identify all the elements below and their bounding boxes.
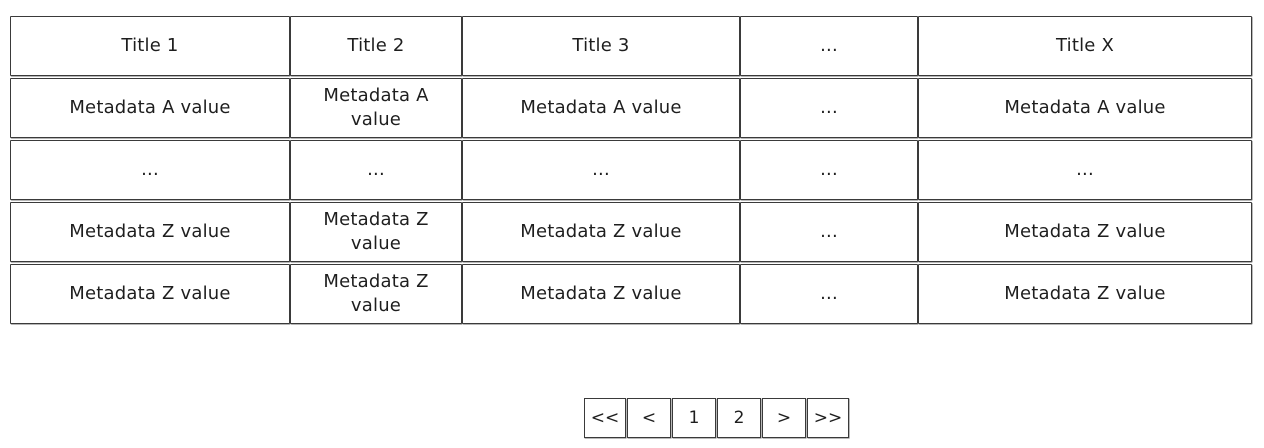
- table-cell: Metadata A value: [462, 78, 740, 138]
- table-cell: Metadata Z value: [462, 264, 740, 324]
- column-header[interactable]: Title 3: [462, 16, 740, 76]
- table-cell: Metadata Z value: [10, 202, 290, 262]
- table-cell: Metadata Z value: [10, 264, 290, 324]
- table-cell: Metadata Z value: [290, 264, 462, 324]
- previous-page-button[interactable]: <: [627, 398, 671, 438]
- table-row: Metadata Z value Metadata Z value Metada…: [10, 202, 1252, 264]
- first-page-button[interactable]: <<: [584, 398, 626, 438]
- table-cell: Metadata A value: [10, 78, 290, 138]
- table-cell: ...: [918, 140, 1252, 200]
- table-cell: Metadata Z value: [918, 202, 1252, 262]
- table-cell: Metadata Z value: [462, 202, 740, 262]
- table-cell: Metadata Z value: [290, 202, 462, 262]
- table-cell: ...: [740, 78, 918, 138]
- table-cell: ...: [290, 140, 462, 200]
- table-row: ... ... ... ... ...: [10, 140, 1252, 202]
- table-cell: ...: [462, 140, 740, 200]
- table-cell: Metadata A value: [290, 78, 462, 138]
- page-2-button[interactable]: 2: [717, 398, 761, 438]
- table-cell: ...: [10, 140, 290, 200]
- next-page-button[interactable]: >: [762, 398, 806, 438]
- table-cell: ...: [740, 264, 918, 324]
- table-row: Metadata Z value Metadata Z value Metada…: [10, 264, 1252, 326]
- page-1-button[interactable]: 1: [672, 398, 716, 438]
- last-page-button[interactable]: >>: [807, 398, 849, 438]
- table-cell: Metadata A value: [918, 78, 1252, 138]
- table-header-row: Title 1 Title 2 Title 3 ... Title X: [10, 16, 1252, 78]
- column-header[interactable]: Title X: [918, 16, 1252, 76]
- table-cell: ...: [740, 140, 918, 200]
- table-cell: ...: [740, 202, 918, 262]
- column-header[interactable]: Title 1: [10, 16, 290, 76]
- data-table: Title 1 Title 2 Title 3 ... Title X Meta…: [10, 16, 1252, 328]
- column-header[interactable]: ...: [740, 16, 918, 76]
- table-row: Metadata A value Metadata A value Metada…: [10, 78, 1252, 140]
- column-header[interactable]: Title 2: [290, 16, 462, 76]
- pagination: << < 1 2 > >>: [584, 398, 850, 438]
- table-cell: Metadata Z value: [918, 264, 1252, 324]
